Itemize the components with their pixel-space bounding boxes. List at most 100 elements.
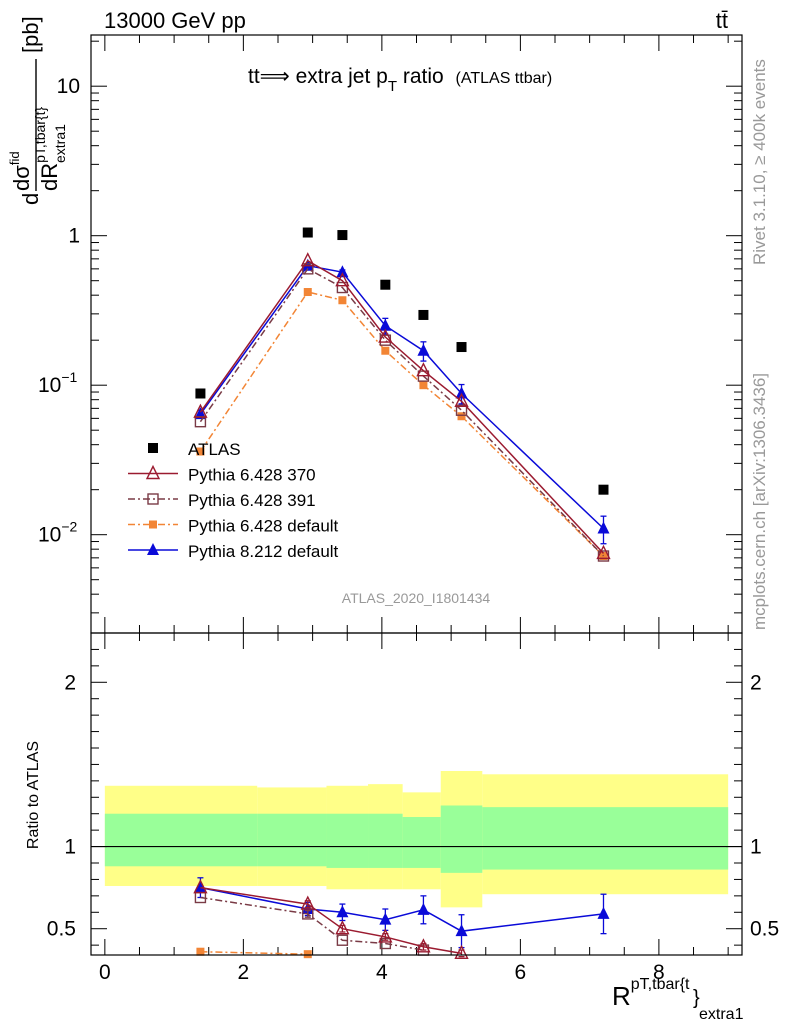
- marker-square: [380, 279, 391, 290]
- ratio-axis-ticks: 0.5 0.5 1 1 2 2 0 2 4 6 8: [47, 633, 779, 984]
- x-tick-label: 2: [238, 961, 250, 984]
- marker-triangle: [455, 924, 468, 937]
- marker-triangle-open: [454, 944, 469, 960]
- band-green-1: [257, 813, 327, 867]
- watermark: ATLAS_2020_I1801434: [342, 590, 491, 606]
- legend: ATLAS Pythia 6.428 370 Pythia 6.428 391 Pyt…: [128, 440, 339, 561]
- marker-square-small: [338, 296, 347, 305]
- ratio-y-tick-label-right: 2: [750, 671, 762, 694]
- xlabel-sub: extra1: [699, 1006, 744, 1023]
- main-series-layer: [193, 227, 611, 562]
- ratio-line-p391: [200, 896, 424, 951]
- main-title-note: (ATLAS ttbar): [456, 70, 553, 87]
- ratio-plot-frame: [90, 632, 743, 956]
- band-green-5: [440, 805, 483, 873]
- marker-square-open: [147, 493, 159, 505]
- legend-item-pdefault: Pythia 6.428 default: [128, 517, 339, 536]
- marker-square-open: [336, 934, 349, 946]
- ratio-line-p370: [200, 886, 462, 955]
- marker-square: [598, 484, 609, 495]
- marker-triangle-open: [145, 464, 161, 480]
- ratio-uncertainty-bands: [91, 771, 742, 908]
- ratio-y-axis-label: Ratio to ATLAS: [25, 741, 42, 849]
- rivet-label: Rivet 3.1.10, ≥ 400k events: [750, 59, 769, 265]
- main-y-tick-label: 10−1: [38, 369, 78, 397]
- main-y-tick-label: 10: [57, 75, 80, 98]
- main-y-tick-label: 10−2: [38, 519, 78, 547]
- marker-square-small: [419, 381, 428, 390]
- x-axis-label: RpT,tbar{t: [612, 976, 690, 1011]
- marker-square: [195, 388, 206, 399]
- marker-triangle: [194, 880, 207, 893]
- band-green-6: [482, 807, 729, 870]
- xlabel-brace: }: [693, 987, 700, 1009]
- legend-label-p391: Pythia 6.428 391: [188, 491, 316, 510]
- main-y-axis-label: d dσfid dRpT,tbar{t} extra1 [pb]: [7, 16, 68, 205]
- ratio-y-tick-label-right: 1: [750, 836, 762, 859]
- xlabel-base: R: [612, 981, 631, 1011]
- marker-square-small: [381, 346, 390, 355]
- marker-triangle-open: [416, 362, 431, 377]
- main-series-p370: [193, 252, 611, 560]
- band-green-3: [368, 813, 403, 868]
- ylabel-unit: [pb]: [18, 16, 43, 53]
- legend-item-p370: Pythia 6.428 370: [128, 464, 316, 485]
- marker-triangle: [597, 906, 610, 919]
- x-tick-label: 0: [99, 961, 111, 984]
- ylabel-den: dRpT,tbar{t}: [32, 107, 62, 191]
- marker-triangle-open: [300, 252, 315, 267]
- marker-triangle-open: [193, 879, 208, 894]
- marker-triangle: [379, 318, 392, 331]
- legend-label-p8: Pythia 8.212 default: [188, 542, 339, 561]
- ylabel-den-sub: extra1: [52, 124, 68, 163]
- ylabel-den-sup: pT,tbar{t}: [32, 107, 48, 163]
- main-y-tick-label: 1: [68, 225, 80, 248]
- marker-triangle-open: [335, 272, 350, 287]
- main-title-tail: ratio: [397, 65, 444, 88]
- marker-square-small: [457, 412, 466, 421]
- marker-triangle: [147, 543, 159, 555]
- ratio-y-tick-label-right: 0.5: [750, 918, 779, 941]
- main-title-text: tt⟹ extra jet p: [248, 65, 388, 88]
- ratio-y-tick-label-left: 2: [64, 671, 76, 694]
- marker-square-small: [196, 447, 205, 456]
- marker-triangle: [455, 386, 468, 399]
- energy-label: 13000 GeV pp: [104, 8, 246, 33]
- band-green-2: [326, 813, 369, 868]
- legend-label-p370: Pythia 6.428 370: [188, 466, 316, 485]
- ylabel-num-sup: fid: [7, 151, 22, 165]
- marker-square: [337, 230, 348, 241]
- marker-square-small: [196, 947, 205, 956]
- ratio-series-p391: [194, 891, 430, 956]
- x-tick-label: 6: [515, 961, 527, 984]
- marker-triangle: [379, 912, 392, 925]
- marker-triangle-open: [193, 403, 208, 418]
- marker-triangle-open: [300, 895, 315, 910]
- legend-label-pdefault: Pythia 6.428 default: [188, 517, 339, 536]
- ylabel-d: d: [18, 193, 43, 205]
- main-axis-ticks: 10−2 10−1 1 10: [38, 35, 742, 633]
- marker-triangle-open: [596, 544, 611, 560]
- marker-triangle-open: [378, 928, 393, 943]
- ylabel-num: dσfid: [7, 151, 34, 191]
- ratio-series-pdefault: [196, 947, 312, 959]
- ratio-series-p370: [193, 879, 469, 960]
- marker-square-open: [455, 404, 468, 416]
- marker-square-small: [149, 520, 157, 529]
- marker-square-small: [303, 288, 312, 297]
- legend-item-atlas: ATLAS: [148, 440, 241, 459]
- x-tick-label: 8: [653, 961, 665, 984]
- ratio-y-tick-label-left: 1: [64, 836, 76, 859]
- marker-triangle-open: [416, 938, 431, 953]
- band-green-4: [402, 817, 441, 868]
- marker-triangle: [336, 265, 349, 278]
- marker-triangle: [301, 258, 314, 271]
- marker-triangle-open: [335, 920, 350, 935]
- xlabel-sup: pT,tbar{t: [631, 976, 690, 993]
- process-label: tt̄: [716, 8, 728, 33]
- main-series-atlas: [195, 227, 609, 495]
- ratio-y-tick-label-left: 0.5: [47, 918, 76, 941]
- marker-square-small: [303, 950, 312, 959]
- main-line-p370: [199, 259, 605, 554]
